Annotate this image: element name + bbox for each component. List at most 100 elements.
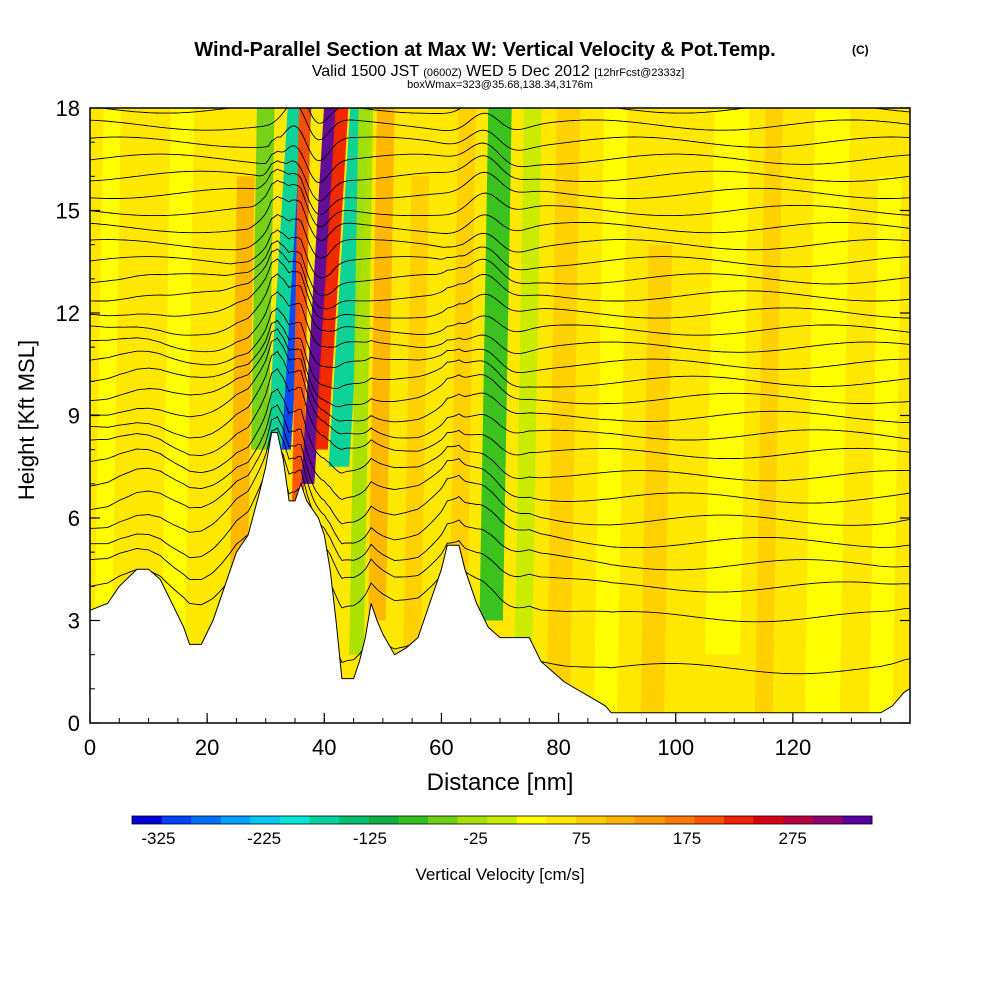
terrain — [89, 432, 911, 724]
theta-contour — [90, 427, 910, 549]
y-tick-label: 3 — [68, 609, 80, 634]
x-tick-label: 120 — [774, 735, 811, 760]
y-tick-label: 0 — [68, 711, 80, 736]
theta-contour — [90, 350, 910, 441]
colorbar-swatch — [250, 816, 281, 824]
colorbar-swatch — [783, 816, 814, 824]
colorbar-tick-label: -325 — [141, 829, 175, 848]
y-tick-label: 6 — [68, 506, 80, 531]
colorbar-swatch — [635, 816, 666, 824]
y-tick-label: 18 — [56, 96, 80, 121]
x-axis: 0 20 40 60 80 100 120 — [84, 713, 911, 760]
theta-contour — [90, 155, 910, 202]
x-tick-label: 80 — [546, 735, 570, 760]
theta-contour — [90, 368, 910, 460]
colorbar-swatch — [309, 816, 340, 824]
colorbar-tick-label: -225 — [247, 829, 281, 848]
colorbar-swatch — [694, 816, 725, 824]
velocity-feature — [546, 108, 581, 689]
velocity-feature — [479, 108, 512, 621]
theta-contour — [90, 319, 910, 390]
theta-contour — [90, 258, 910, 321]
velocity-feature — [640, 244, 673, 723]
velocity-feature — [349, 108, 374, 655]
colorbar-swatch — [487, 816, 518, 824]
velocity-feature — [514, 108, 542, 655]
title-mark: (C) — [852, 43, 869, 57]
colorbar-swatch — [516, 816, 547, 824]
subtitle-valid: Valid 1500 JST — [312, 63, 420, 80]
terrain-mask — [89, 432, 911, 724]
theta-contour — [90, 168, 910, 215]
colorbar-swatch — [457, 816, 488, 824]
colorbar-swatch — [664, 816, 695, 824]
theta-contour — [90, 125, 910, 162]
theta-contour — [90, 240, 910, 297]
velocity-feature — [160, 108, 195, 723]
colorbar-swatch — [280, 816, 311, 824]
velocity-feature — [804, 108, 851, 723]
theta-contour — [90, 108, 910, 141]
theta-contour — [90, 273, 910, 336]
colorbar-tick-label: 175 — [673, 829, 701, 848]
colorbar-tick-label: 75 — [572, 829, 591, 848]
subtitle-utc: (0600Z) — [423, 67, 462, 79]
x-axis-label: Distance [nm] — [427, 769, 574, 796]
velocity-feature — [314, 108, 349, 450]
chart-title: Wind-Parallel Section at Max W: Vertical… — [194, 39, 775, 61]
colorbar-swatch — [842, 816, 873, 824]
colorbar-swatch — [398, 816, 429, 824]
y-axis: 0 3 6 9 12 15 18 — [56, 96, 910, 736]
x-tick-label: 40 — [312, 735, 336, 760]
velocity-feature — [368, 108, 395, 621]
theta-contour — [90, 179, 910, 228]
theta-contour — [90, 416, 910, 526]
chart-subtitle-2: boxWmax=323@35.68,138.34,3176m — [407, 79, 593, 91]
theta-contour — [90, 388, 910, 482]
theta-contour — [90, 337, 910, 424]
theta-contour — [90, 328, 910, 408]
colorbar-swatch — [220, 816, 251, 824]
theta-contour — [90, 142, 910, 184]
y-axis-label: Height [Kft MSL] — [14, 340, 39, 500]
colorbar-swatch — [132, 816, 163, 824]
vertical-velocity-field — [92, 108, 902, 723]
y-tick-label: 12 — [56, 301, 80, 326]
colorbar: -325 -225 -125 -25 75 175 275 — [131, 815, 873, 848]
velocity-feature — [754, 108, 783, 723]
theta-contour — [90, 248, 910, 310]
velocity-feature — [267, 108, 303, 450]
colorbar-label: Vertical Velocity [cm/s] — [415, 865, 584, 884]
chart-subtitle: Valid 1500 JST (0600Z) WED 5 Dec 2012 [1… — [312, 63, 685, 80]
colorbar-tick-label: -25 — [463, 829, 488, 848]
x-tick-label: 20 — [195, 735, 219, 760]
x-tick-label: 0 — [84, 735, 96, 760]
theta-contour — [90, 291, 910, 355]
colorbar-swatch — [576, 816, 607, 824]
colorbar-swatch — [605, 816, 636, 824]
theta-contour — [90, 307, 910, 374]
theta-contour — [90, 195, 910, 242]
velocity-feature — [705, 108, 750, 655]
subtitle-forecast: [12hrFcst@2333z] — [594, 67, 684, 79]
colorbar-swatch — [161, 816, 192, 824]
colorbar-swatch — [368, 816, 399, 824]
theta-contour — [90, 229, 910, 279]
y-tick-label: 15 — [56, 199, 80, 224]
subtitle-date: WED 5 Dec 2012 — [466, 63, 590, 80]
colorbar-swatch — [812, 816, 843, 824]
colorbar-swatch — [753, 816, 784, 824]
theta-contour — [90, 441, 910, 571]
colorbar-swatch — [546, 816, 577, 824]
colorbar-frame — [131, 815, 873, 825]
x-tick-label: 60 — [429, 735, 453, 760]
colorbar-tick-label: -125 — [353, 829, 387, 848]
colorbar-tick-label: 275 — [779, 829, 807, 848]
colorbar-swatch — [724, 816, 755, 824]
velocity-feature — [450, 108, 476, 587]
colorbar-swatch — [428, 816, 459, 824]
y-tick-label: 9 — [68, 404, 80, 429]
colorbar-swatch — [191, 816, 222, 824]
